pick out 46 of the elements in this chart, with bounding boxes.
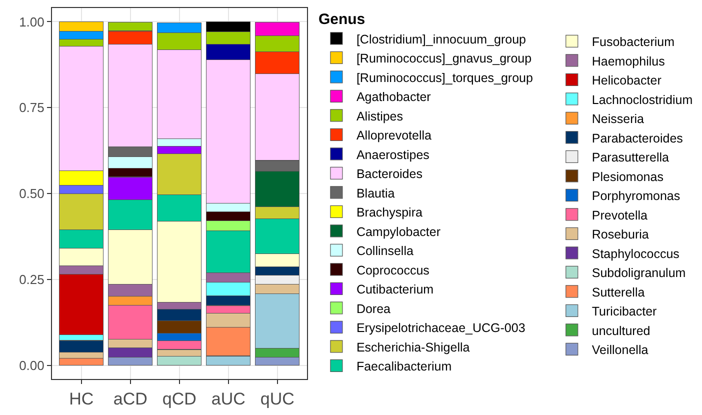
legend-label: Bacteroides xyxy=(356,167,422,182)
legend-label: Coprococcus xyxy=(356,263,430,278)
legend-label: Dorea xyxy=(356,302,391,316)
legend-label: Sutterella xyxy=(592,285,645,300)
y-tick-label: 0.75 xyxy=(19,100,44,116)
legend-label: Parabacteroides xyxy=(592,131,683,146)
legend-label: [Clostridium]_innocuum_group xyxy=(356,32,526,46)
legend-label: Porphyromonas xyxy=(592,189,680,204)
legend-label: Helicobacter xyxy=(592,74,662,88)
legend-label: Veillonella xyxy=(592,343,648,358)
legend-label: Faecalibacterium xyxy=(356,360,452,374)
legend-label: Alistipes xyxy=(356,109,403,124)
y-tick-label: 0.00 xyxy=(19,358,44,373)
legend-label: Collinsella xyxy=(356,244,414,258)
x-tick-label: qCD xyxy=(162,389,196,408)
y-tick-label: 0.25 xyxy=(19,272,44,287)
legend-label: Alloprevotella xyxy=(356,128,432,143)
x-tick-label: aUC xyxy=(211,389,246,408)
legend-label: Escherichia-Shigella xyxy=(356,340,470,354)
y-tick-label: 0.50 xyxy=(19,186,44,202)
legend-label: Prevotella xyxy=(592,208,648,222)
legend-label: Turicibacter xyxy=(592,304,657,319)
legend-label: Haemophilus xyxy=(592,54,665,68)
legend-title: Genus xyxy=(318,10,366,28)
legend-label: Fusobacterium xyxy=(592,35,675,50)
legend-label: Brachyspira xyxy=(356,206,422,220)
y-tick-label: 1.00 xyxy=(19,14,44,30)
legend-label: Plesiomonas xyxy=(592,170,664,184)
legend-label: uncultured xyxy=(592,324,650,338)
legend-label: Staphylococcus xyxy=(592,246,680,261)
x-tick-label: qUC xyxy=(260,389,294,408)
legend-label: Erysipelotrichaceae_UCG-003 xyxy=(356,321,526,336)
legend-label: Roseburia xyxy=(592,228,649,242)
x-tick-label: aCD xyxy=(113,389,148,408)
legend-label: Subdoligranulum xyxy=(592,266,686,280)
legend-label: Blautia xyxy=(356,186,395,200)
legend-label: [Ruminococcus]_torques_group xyxy=(356,70,533,85)
legend-label: Agathobacter xyxy=(356,90,431,104)
legend-label: Parasutterella xyxy=(592,150,670,165)
legend-label: Cutibacterium xyxy=(356,282,434,297)
legend-label: Neisseria xyxy=(592,112,644,126)
legend-label: Campylobacter xyxy=(356,224,441,239)
legend-label: [Ruminococcus]_gnavus_group xyxy=(356,52,532,66)
legend-label: Anaerostipes xyxy=(356,148,430,162)
legend-label: Lachnoclostridium xyxy=(592,92,693,107)
x-tick-label: HC xyxy=(69,389,94,408)
